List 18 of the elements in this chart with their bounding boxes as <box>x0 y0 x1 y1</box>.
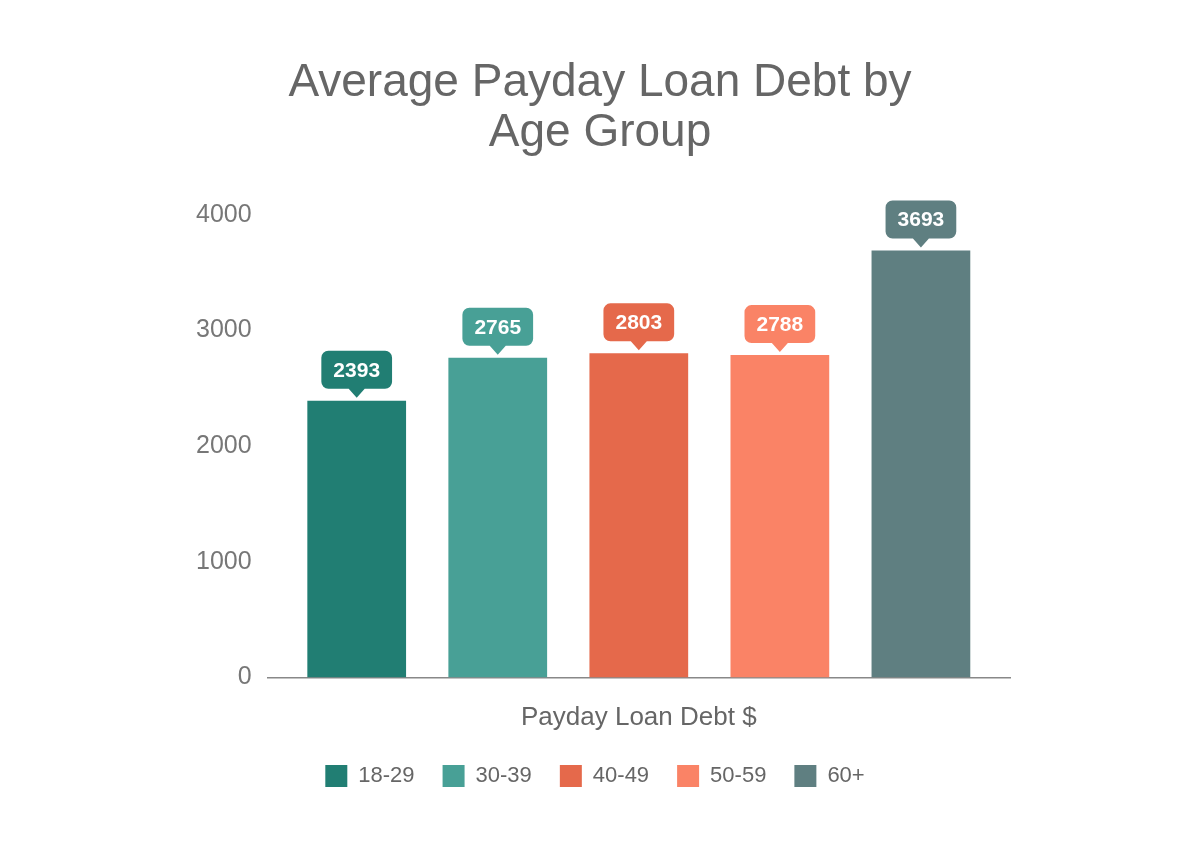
y-tick-label: 1000 <box>195 545 252 574</box>
data-label: 2765 <box>474 314 522 338</box>
x-axis-title: Payday Loan Debt $ <box>521 700 758 731</box>
bar <box>730 355 830 678</box>
y-tick-label: 0 <box>237 661 252 690</box>
legend-label: 30-39 <box>475 762 532 788</box>
legend-label: 50-59 <box>710 762 767 788</box>
data-label: 2803 <box>615 310 663 334</box>
legend-label: 18-29 <box>358 762 415 788</box>
y-tick-label: 3000 <box>195 314 252 343</box>
chart-title: Average Payday Loan Debt by Age Group <box>287 54 913 156</box>
y-tick-label: 4000 <box>195 198 252 227</box>
data-label: 2393 <box>333 357 381 381</box>
data-label: 2788 <box>756 311 804 335</box>
data-label: 3693 <box>897 207 945 231</box>
y-tick-label: 2000 <box>195 430 252 459</box>
legend-label: 60+ <box>827 762 865 788</box>
legend-label: 40-49 <box>592 762 650 788</box>
